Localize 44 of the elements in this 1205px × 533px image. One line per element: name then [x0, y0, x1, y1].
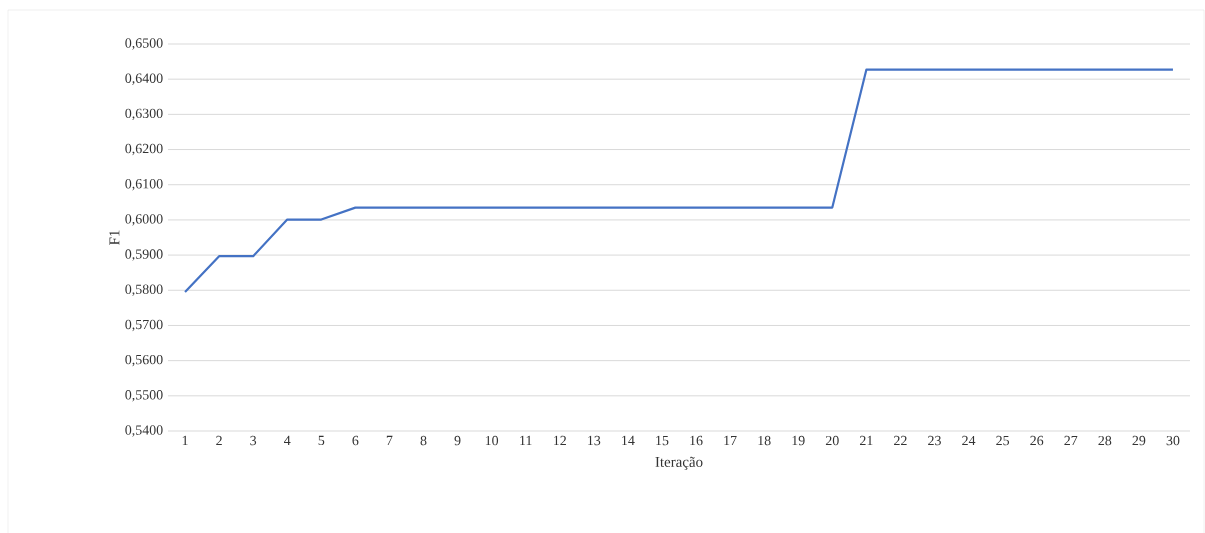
- y-tick-label: 0,5900: [125, 249, 163, 261]
- y-tick-label: 0,5500: [125, 390, 163, 402]
- x-tick-label: 21: [859, 435, 873, 446]
- y-tick-label: 0,5700: [125, 319, 163, 332]
- y-tick-label: 0,6100: [125, 179, 163, 191]
- x-tick-label: 8: [420, 435, 427, 446]
- x-tick-label: 2: [216, 435, 222, 446]
- x-tick-label: 19: [792, 435, 805, 446]
- y-tick-label: 0,6400: [125, 73, 163, 85]
- x-tick-label: 22: [894, 435, 907, 446]
- y-tick-label: 0,5800: [125, 284, 163, 296]
- x-tick-label: 3: [250, 435, 257, 446]
- y-tick-label: 0,6000: [125, 214, 163, 226]
- x-tick-label: 29: [1132, 435, 1146, 446]
- x-tick-label: 30: [1166, 435, 1180, 446]
- x-tick-label: 24: [962, 435, 976, 446]
- x-tick-label: 4: [284, 435, 291, 446]
- x-tick-label: 16: [690, 435, 703, 446]
- x-tick-label: 14: [622, 435, 635, 446]
- x-tick-label: 18: [758, 435, 771, 446]
- y-tick-label: 0,5600: [125, 354, 163, 367]
- y-tick-label: 0,6300: [125, 108, 163, 121]
- x-tick-label: 27: [1064, 435, 1078, 446]
- y-tick-label: 0,6500: [125, 38, 163, 50]
- x-tick-label: 6: [352, 435, 359, 446]
- y-axis-title: F1: [109, 230, 120, 245]
- y-tick-label: 0,6200: [125, 143, 163, 156]
- x-tick-label: 13: [588, 435, 601, 446]
- x-tick-label: 15: [656, 435, 669, 446]
- x-tick-label: 23: [928, 435, 941, 446]
- x-tick-label: 20: [825, 435, 839, 446]
- x-tick-label: 7: [386, 435, 393, 445]
- x-tick-label: 28: [1098, 435, 1112, 446]
- x-tick-label: 9: [454, 435, 461, 446]
- x-tick-label: 25: [996, 435, 1010, 446]
- x-tick-label: 1: [182, 435, 188, 446]
- x-tick-label: 10: [485, 435, 499, 446]
- x-tick-label: 11: [520, 435, 532, 446]
- x-axis-title: Iteração: [655, 456, 703, 471]
- x-tick-label: 17: [724, 435, 737, 446]
- x-tick-label: 12: [554, 435, 566, 446]
- x-tick-label: 26: [1030, 435, 1044, 446]
- x-tick-label: 5: [318, 435, 325, 446]
- y-tick-label: 0,5400: [125, 425, 163, 437]
